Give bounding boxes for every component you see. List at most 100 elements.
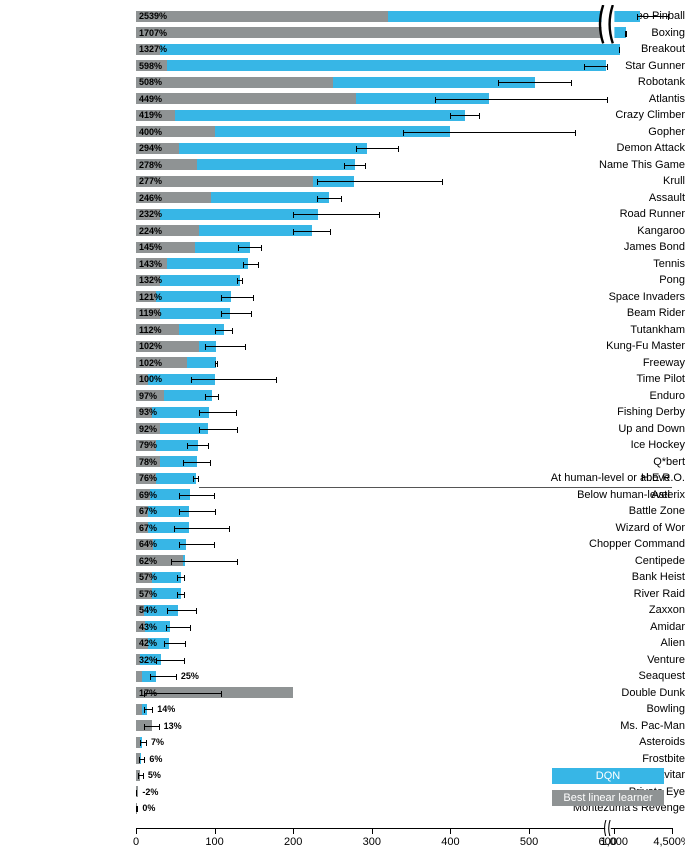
error-bar <box>179 544 214 545</box>
chart-row: Assault246% <box>0 190 685 207</box>
pct-label: 62% <box>139 556 157 566</box>
error-bar <box>193 478 199 479</box>
pct-label: 43% <box>139 622 157 632</box>
pct-label: 78% <box>139 457 157 467</box>
dqn-bar <box>136 110 465 121</box>
x-tick <box>136 828 137 834</box>
pct-label: 57% <box>139 572 157 582</box>
chart-row: Kung-Fu Master 102% <box>0 338 685 355</box>
pct-label: 6% <box>149 754 162 764</box>
game-label: Tennis <box>553 258 685 270</box>
game-label: Pong <box>553 274 685 286</box>
pct-label: 121% <box>139 292 162 302</box>
pct-label: 112% <box>139 325 162 335</box>
error-bar <box>144 709 153 710</box>
error-bar <box>139 759 145 760</box>
pct-label: 0% <box>142 803 155 813</box>
chart-row: Boxing1707% <box>0 25 685 42</box>
game-label: Kung-Fu Master <box>553 340 685 352</box>
error-bar <box>584 66 608 67</box>
error-bar <box>221 313 252 314</box>
pct-label: 25% <box>181 671 199 681</box>
error-bar <box>179 495 214 496</box>
game-label: Kangaroo <box>553 225 685 237</box>
game-label: Crazy Climber <box>553 109 685 121</box>
error-bar <box>138 775 144 776</box>
x-tick-label: 100 <box>205 836 223 848</box>
pct-label: 13% <box>164 721 182 731</box>
error-bar <box>498 82 573 83</box>
chart-row: Tutankham112% <box>0 322 685 339</box>
x-tick-label: 1,000 <box>601 836 629 848</box>
pct-label: 54% <box>139 605 157 615</box>
error-bar <box>136 808 138 809</box>
chart-row: Video Pinball2539% <box>0 8 685 25</box>
chart-row: Amidar 43% <box>0 619 685 636</box>
game-label: Bank Heist <box>553 571 685 583</box>
pct-label: 5% <box>148 770 161 780</box>
x-tick-label: 500 <box>520 836 538 848</box>
error-bar <box>183 462 211 463</box>
game-label: Battle Zone <box>553 505 685 517</box>
chart-row: Space Invaders121% <box>0 289 685 306</box>
x-tick <box>672 828 673 834</box>
chart-row: Up and Down92% <box>0 421 685 438</box>
pct-label: 143% <box>139 259 162 269</box>
game-label: Up and Down <box>553 423 685 435</box>
chart-row: Chopper Command64% <box>0 536 685 553</box>
pct-label: 17% <box>139 688 157 698</box>
game-label: Venture <box>553 654 685 666</box>
dqn-bar <box>136 60 606 71</box>
pct-label: 1327% <box>139 44 167 54</box>
chart-row: Centipede62% <box>0 553 685 570</box>
pct-label: 102% <box>139 341 162 351</box>
error-bar <box>199 429 238 430</box>
chart-row: Bowling14% <box>0 701 685 718</box>
chart-row: Demon Attack294% <box>0 140 685 157</box>
legend-linear: Best linear learner <box>552 790 664 806</box>
game-label: Wizard of Wor <box>553 522 685 534</box>
x-tick <box>293 828 294 834</box>
error-bar <box>619 49 620 50</box>
chart-row: Fishing Derby93% <box>0 404 685 421</box>
chart-row: Asteroids7% <box>0 734 685 751</box>
error-bar <box>177 577 185 578</box>
x-tick <box>372 828 373 834</box>
pct-label: 102% <box>139 358 162 368</box>
game-label: Beam Rider <box>553 307 685 319</box>
game-label: Freeway <box>553 357 685 369</box>
pct-label: 79% <box>139 440 157 450</box>
error-bar <box>215 363 218 364</box>
pct-label: 449% <box>139 94 162 104</box>
error-bar <box>191 379 277 380</box>
game-label: Assault <box>553 192 685 204</box>
chart-row: Tennis 143% <box>0 256 685 273</box>
chart-row: Double Dunk17% <box>0 685 685 702</box>
chart-row: Bank Heist 57% <box>0 569 685 586</box>
x-tick-label: 200 <box>284 836 302 848</box>
error-bar <box>150 676 177 677</box>
game-label: Enduro <box>553 390 685 402</box>
pct-label: 278% <box>139 160 162 170</box>
error-bar <box>221 297 254 298</box>
chart-row: Robotank508% <box>0 74 685 91</box>
divider-text-above: At human-level or above <box>551 472 670 484</box>
game-label: Amidar <box>553 621 685 633</box>
error-bar <box>199 412 237 413</box>
linear-bar <box>136 93 356 104</box>
error-bar <box>187 445 209 446</box>
chart-row: Time Pilot100% <box>0 371 685 388</box>
pct-label: 14% <box>157 704 175 714</box>
game-label: Alien <box>553 637 685 649</box>
error-bar <box>243 264 259 265</box>
pct-label: 132% <box>139 275 162 285</box>
pct-label: 119% <box>139 308 162 318</box>
linear-bar <box>136 11 388 22</box>
axis-break-icon <box>592 5 624 43</box>
chart-row: Ms. Pac-Man13% <box>0 718 685 735</box>
pct-label: -2% <box>142 787 158 797</box>
human-level-divider <box>199 487 672 488</box>
error-bar <box>177 594 185 595</box>
chart-row: Crazy Climber419% <box>0 107 685 124</box>
error-bar <box>174 528 231 529</box>
